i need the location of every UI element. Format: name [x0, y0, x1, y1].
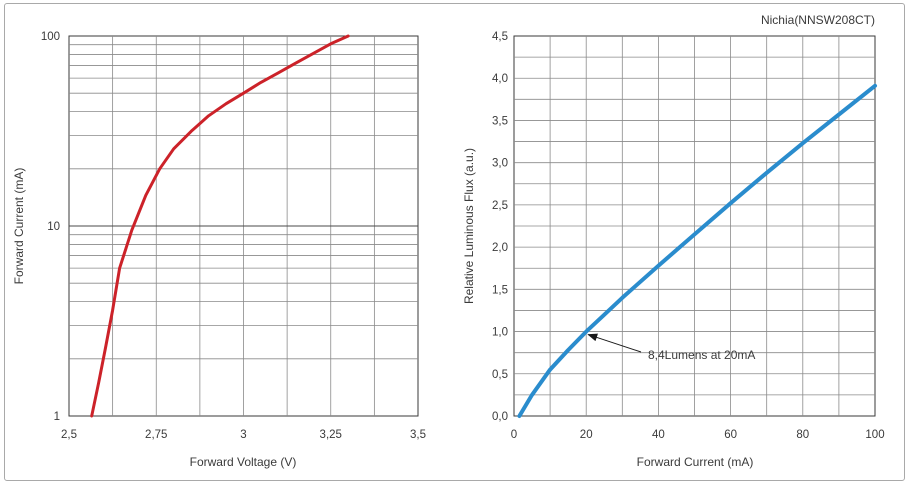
right-y-tick-label: 3,5: [492, 115, 508, 127]
left-x-tick-label: 2,75: [145, 429, 167, 441]
annotation-arrow: [587, 333, 642, 353]
left-y-tick-label: 100: [41, 31, 60, 43]
right-y-tick-label: 0,0: [492, 411, 508, 423]
right-chart-title: Nichia(NNSW208CT): [761, 13, 875, 27]
left-y-axis-label: Forward Current (mA): [12, 168, 26, 285]
left-chart: 2,5 2,75 3 3,25 3,5 1 10 100 Forward Voltage (V…: [12, 31, 426, 469]
right-y-tick-label: 1,0: [492, 327, 508, 339]
right-y-tick-label: 2,5: [492, 200, 508, 212]
left-grid: [69, 36, 418, 416]
left-y-tick-label: 10: [47, 221, 60, 233]
right-x-tick-label: 0: [511, 429, 517, 441]
right-ticks: 0 20 40 60 80 100 0,0 0,5 1,0 1,5 2,0 2,5 3,0 3,5 4,0 4…: [492, 31, 885, 441]
right-y-tick-label: 1,5: [492, 284, 508, 296]
left-x-tick-label: 3: [240, 429, 246, 441]
left-series-line: [90, 34, 350, 418]
right-y-tick-label: 0,5: [492, 369, 508, 381]
right-y-tick-label: 3,0: [492, 158, 508, 170]
right-x-tick-label: 80: [796, 429, 809, 441]
right-y-tick-label: 2,0: [492, 242, 508, 254]
right-y-tick-label: 4,5: [492, 31, 508, 43]
right-x-axis-label: Forward Current (mA): [637, 455, 754, 469]
left-x-axis-label: Forward Voltage (V): [190, 455, 297, 469]
left-x-tick-label: 3,5: [410, 429, 426, 441]
left-ticks: 2,5 2,75 3 3,25 3,5 1 10 100: [41, 31, 426, 441]
right-grid: [514, 36, 875, 416]
right-series-line: [517, 83, 877, 418]
right-x-tick-label: 20: [580, 429, 593, 441]
left-x-tick-label: 3,25: [320, 429, 342, 441]
annotation-label: 8,4Lumens at 20mA: [648, 348, 755, 362]
left-x-tick-label: 2,5: [61, 429, 77, 441]
left-y-tick-label: 1: [54, 411, 60, 423]
right-x-tick-label: 60: [724, 429, 737, 441]
right-y-axis-label: Relative Luminous Flux (a.u.): [462, 148, 476, 304]
right-y-tick-label: 4,0: [492, 73, 508, 85]
right-chart: Nichia(NNSW208CT) 0 20 40 60 80 100 0,0 0,5 1,0 1…: [462, 13, 885, 469]
right-x-tick-label: 100: [865, 429, 884, 441]
right-x-tick-label: 40: [652, 429, 665, 441]
